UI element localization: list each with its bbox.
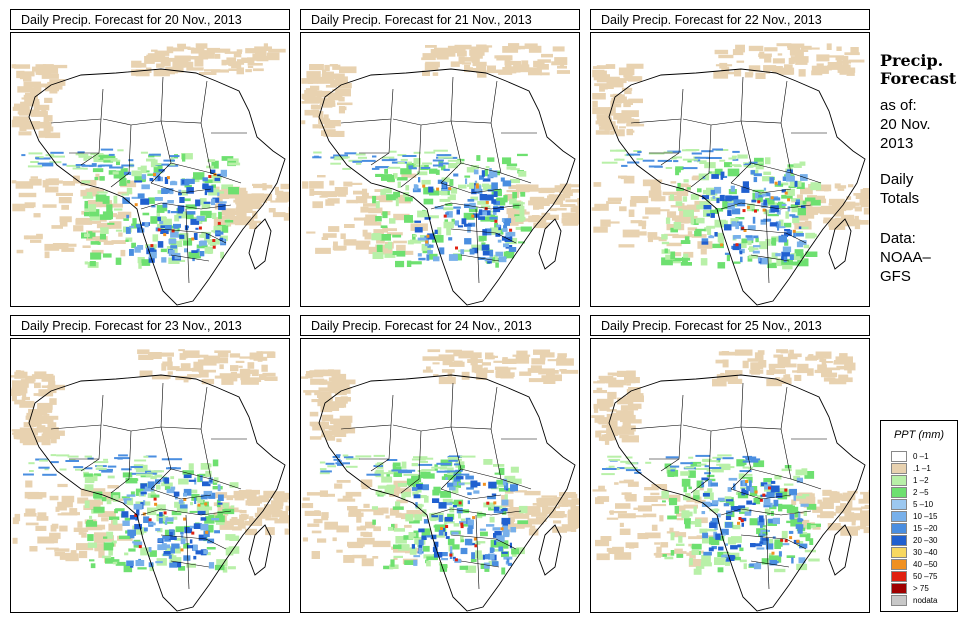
panel-title: Daily Precip. Forecast for 25 Nov., 2013 <box>590 315 870 336</box>
sidebar-data-line3: GFS <box>880 268 911 285</box>
legend-item: > 75 <box>891 583 955 595</box>
legend-label: 30 –40 <box>913 548 938 557</box>
legend-item: 2 –5 <box>891 487 955 499</box>
legend-label: 15 –20 <box>913 524 938 533</box>
legend-swatch <box>891 595 907 606</box>
legend-label: 50 –75 <box>913 572 938 581</box>
sidebar-heading-line1: Precip. <box>880 51 944 70</box>
legend-swatch <box>891 499 907 510</box>
sidebar-totals-line1: Daily <box>880 171 914 188</box>
legend-label: 20 –30 <box>913 536 938 545</box>
legend-item: 50 –75 <box>891 571 955 583</box>
forecast-panel-6: Daily Precip. Forecast for 25 Nov., 2013 <box>590 315 870 613</box>
legend-label: > 75 <box>913 584 929 593</box>
legend-swatch <box>891 487 907 498</box>
forecast-panel-3: Daily Precip. Forecast for 22 Nov., 2013 <box>590 9 870 307</box>
legend-swatch <box>891 583 907 594</box>
legend-swatch <box>891 511 907 522</box>
legend-swatch <box>891 475 907 486</box>
forecast-panel-4: Daily Precip. Forecast for 23 Nov., 2013 <box>10 315 290 613</box>
panel-title: Daily Precip. Forecast for 21 Nov., 2013 <box>300 9 580 30</box>
legend-item: 1 –2 <box>891 475 955 487</box>
legend-label: 2 –5 <box>913 488 929 497</box>
legend-item: .1 –1 <box>891 463 955 475</box>
precip-map <box>10 338 290 613</box>
panel-title: Daily Precip. Forecast for 23 Nov., 2013 <box>10 315 290 336</box>
legend-swatch <box>891 571 907 582</box>
precip-map <box>590 32 870 307</box>
forecast-panel-5: Daily Precip. Forecast for 24 Nov., 2013 <box>300 315 580 613</box>
legend-swatch <box>891 523 907 534</box>
legend-swatch <box>891 559 907 570</box>
precip-map <box>590 338 870 613</box>
legend-label: nodata <box>913 596 938 605</box>
legend-item: 40 –50 <box>891 559 955 571</box>
legend-label: 10 –15 <box>913 512 938 521</box>
legend-swatch <box>891 463 907 474</box>
panel-title: Daily Precip. Forecast for 22 Nov., 2013 <box>590 9 870 30</box>
legend-label: 1 –2 <box>913 476 929 485</box>
sidebar-date-line2: 2013 <box>880 135 914 152</box>
legend-title: PPT (mm) <box>893 429 945 441</box>
legend-swatch <box>891 451 907 462</box>
panel-title: Daily Precip. Forecast for 24 Nov., 2013 <box>300 315 580 336</box>
legend-label: 40 –50 <box>913 560 938 569</box>
legend-label: 5 –10 <box>913 500 934 509</box>
legend-item: 10 –15 <box>891 511 955 523</box>
sidebar-heading-line2: Forecast <box>880 69 957 88</box>
legend-item: nodata <box>891 595 955 607</box>
legend-item: 20 –30 <box>891 535 955 547</box>
sidebar-data-line1: Data: <box>880 230 916 247</box>
forecast-panel-1: Daily Precip. Forecast for 20 Nov., 2013 <box>10 9 290 307</box>
sidebar-data-line2: NOAA– <box>880 249 931 266</box>
precip-map <box>300 338 580 613</box>
legend-item: 15 –20 <box>891 523 955 535</box>
legend-swatch <box>891 535 907 546</box>
legend-item: 0 –1 <box>891 451 955 463</box>
sidebar-as-of: as of: <box>880 97 917 114</box>
legend-item: 5 –10 <box>891 499 955 511</box>
precip-legend: PPT (mm) 0 –1 .1 –1 1 –2 2 –5 5 –10 10 –15 15 … <box>880 420 958 612</box>
legend-item: 30 –40 <box>891 547 955 559</box>
sidebar-date-line1: 20 Nov. <box>880 116 931 133</box>
sidebar-totals-line2: Totals <box>880 190 920 207</box>
panel-title: Daily Precip. Forecast for 20 Nov., 2013 <box>10 9 290 30</box>
legend-swatch <box>891 547 907 558</box>
legend-label: 0 –1 <box>913 452 929 461</box>
legend-label: .1 –1 <box>913 464 931 473</box>
forecast-panel-2: Daily Precip. Forecast for 21 Nov., 2013 <box>300 9 580 307</box>
precip-map <box>300 32 580 307</box>
precip-map <box>10 32 290 307</box>
